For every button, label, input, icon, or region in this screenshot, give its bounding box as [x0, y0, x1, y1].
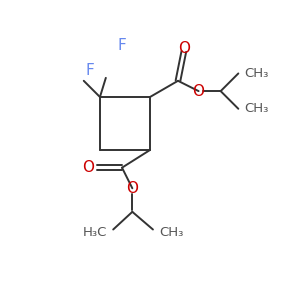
Text: O: O: [82, 160, 94, 175]
Text: F: F: [85, 63, 94, 78]
Text: F: F: [118, 38, 126, 53]
Text: CH₃: CH₃: [159, 226, 183, 239]
Text: O: O: [126, 181, 138, 196]
Text: O: O: [178, 41, 190, 56]
Text: CH₃: CH₃: [244, 67, 268, 80]
Text: CH₃: CH₃: [244, 102, 268, 115]
Text: O: O: [193, 84, 205, 99]
Text: H₃C: H₃C: [83, 226, 107, 239]
